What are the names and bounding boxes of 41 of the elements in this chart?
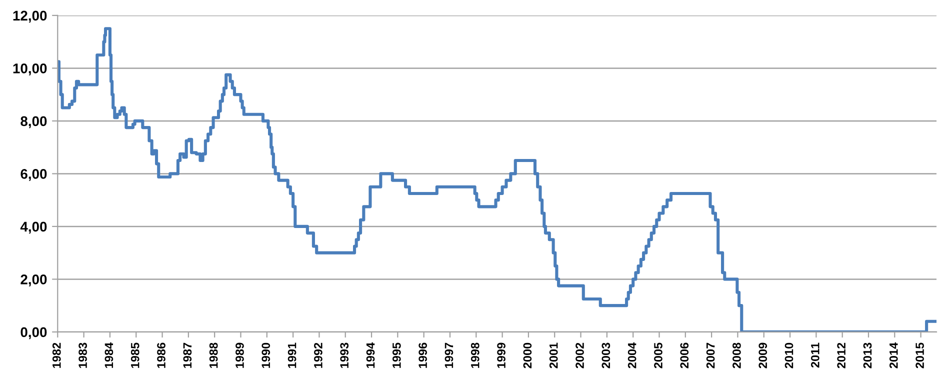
x-tick-label: 1994 (366, 342, 375, 368)
x-tick-label: 2011 (810, 342, 820, 368)
x-tick-label: 2005 (654, 342, 662, 368)
x-tick-label: 1985 (130, 342, 140, 368)
x-tick-label: 2012 (837, 342, 846, 368)
x-tick-label: 2009 (758, 342, 768, 368)
x-tick-label: 2003 (602, 342, 610, 368)
x-tick-label: 1993 (340, 342, 349, 368)
x-tick-label: 1998 (470, 342, 480, 368)
x-tick-label: 2010 (784, 342, 794, 368)
y-tick-label: 12,00 (13, 10, 47, 23)
x-tick-label: 1990 (262, 342, 270, 368)
x-tick-label: 1995 (392, 342, 401, 368)
x-tick-label: 1997 (444, 342, 454, 368)
x-tick-label: 1986 (157, 342, 166, 368)
x-tick-label: 1983 (78, 342, 87, 368)
x-tick-label: 1988 (209, 342, 218, 368)
x-tick-label: 1996 (418, 342, 427, 368)
y-tick-label: 6,00 (20, 169, 47, 181)
x-tick-label: 1987 (183, 342, 192, 368)
x-tick-label: 2013 (863, 342, 872, 368)
x-tick-label: 2014 (889, 342, 898, 368)
x-tick-label: 2000 (523, 342, 532, 368)
x-tick-label: 2008 (732, 342, 741, 368)
x-tick-label: 1992 (314, 342, 322, 368)
x-tick-label: 2006 (680, 342, 689, 368)
x-tick-label: 1982 (52, 342, 61, 368)
x-tick-label: 2007 (706, 342, 715, 368)
x-tick-label: 2004 (628, 342, 636, 368)
y-tick-label: 0,00 (20, 327, 47, 340)
y-tick-label: 4,00 (20, 222, 47, 234)
y-tick-label: 2,00 (20, 274, 47, 286)
x-tick-label: 2001 (549, 342, 558, 368)
x-tick-label: 1991 (288, 342, 296, 368)
x-tick-label: 1984 (104, 342, 114, 368)
x-tick-label: 2015 (916, 342, 924, 368)
x-tick-label: 1999 (497, 342, 506, 368)
x-tick-label: 1989 (236, 342, 244, 368)
x-tick-label: 2002 (576, 342, 584, 368)
y-tick-label: 10,00 (13, 64, 47, 76)
y-tick-label: 8,00 (20, 116, 47, 128)
